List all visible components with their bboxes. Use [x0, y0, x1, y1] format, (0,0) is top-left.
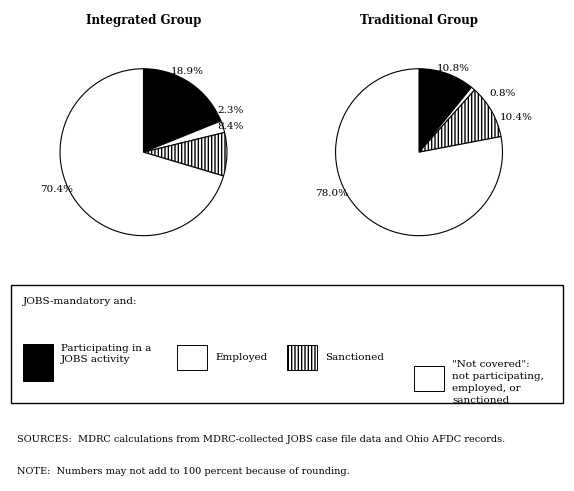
Text: 10.4%: 10.4%	[499, 113, 533, 122]
Text: SOURCES:  MDRC calculations from MDRC-collected JOBS case file data and Ohio AFD: SOURCES: MDRC calculations from MDRC-col…	[17, 435, 506, 443]
Bar	[287, 345, 317, 370]
Wedge shape	[419, 87, 475, 152]
Text: JOBS-mandatory and:: JOBS-mandatory and:	[22, 297, 137, 305]
Text: "Not covered":
not participating,
employed, or
sanctioned: "Not covered": not participating, employ…	[452, 360, 544, 405]
Wedge shape	[144, 121, 224, 152]
Text: 10.8%: 10.8%	[437, 64, 470, 73]
Title: Traditional Group: Traditional Group	[360, 14, 478, 27]
Bar	[414, 366, 444, 391]
Text: 70.4%: 70.4%	[40, 185, 73, 194]
Text: NOTE:  Numbers may not add to 100 percent because of rounding.: NOTE: Numbers may not add to 100 percent…	[17, 467, 350, 476]
Wedge shape	[144, 69, 221, 152]
Wedge shape	[336, 69, 502, 236]
Text: Participating in a
JOBS activity: Participating in a JOBS activity	[61, 344, 152, 364]
Wedge shape	[144, 133, 227, 176]
Bar	[22, 344, 53, 382]
Text: Employed: Employed	[215, 353, 267, 362]
Text: 2.3%: 2.3%	[217, 107, 243, 115]
Text: Sanctioned: Sanctioned	[325, 353, 385, 362]
Bar	[177, 345, 207, 370]
Wedge shape	[60, 69, 223, 236]
Text: 78.0%: 78.0%	[315, 189, 348, 198]
Wedge shape	[419, 90, 501, 152]
Wedge shape	[419, 69, 471, 152]
Title: Integrated Group: Integrated Group	[86, 14, 201, 27]
Text: 8.4%: 8.4%	[217, 122, 243, 131]
Text: 0.8%: 0.8%	[490, 89, 516, 98]
Text: 18.9%: 18.9%	[171, 67, 204, 76]
